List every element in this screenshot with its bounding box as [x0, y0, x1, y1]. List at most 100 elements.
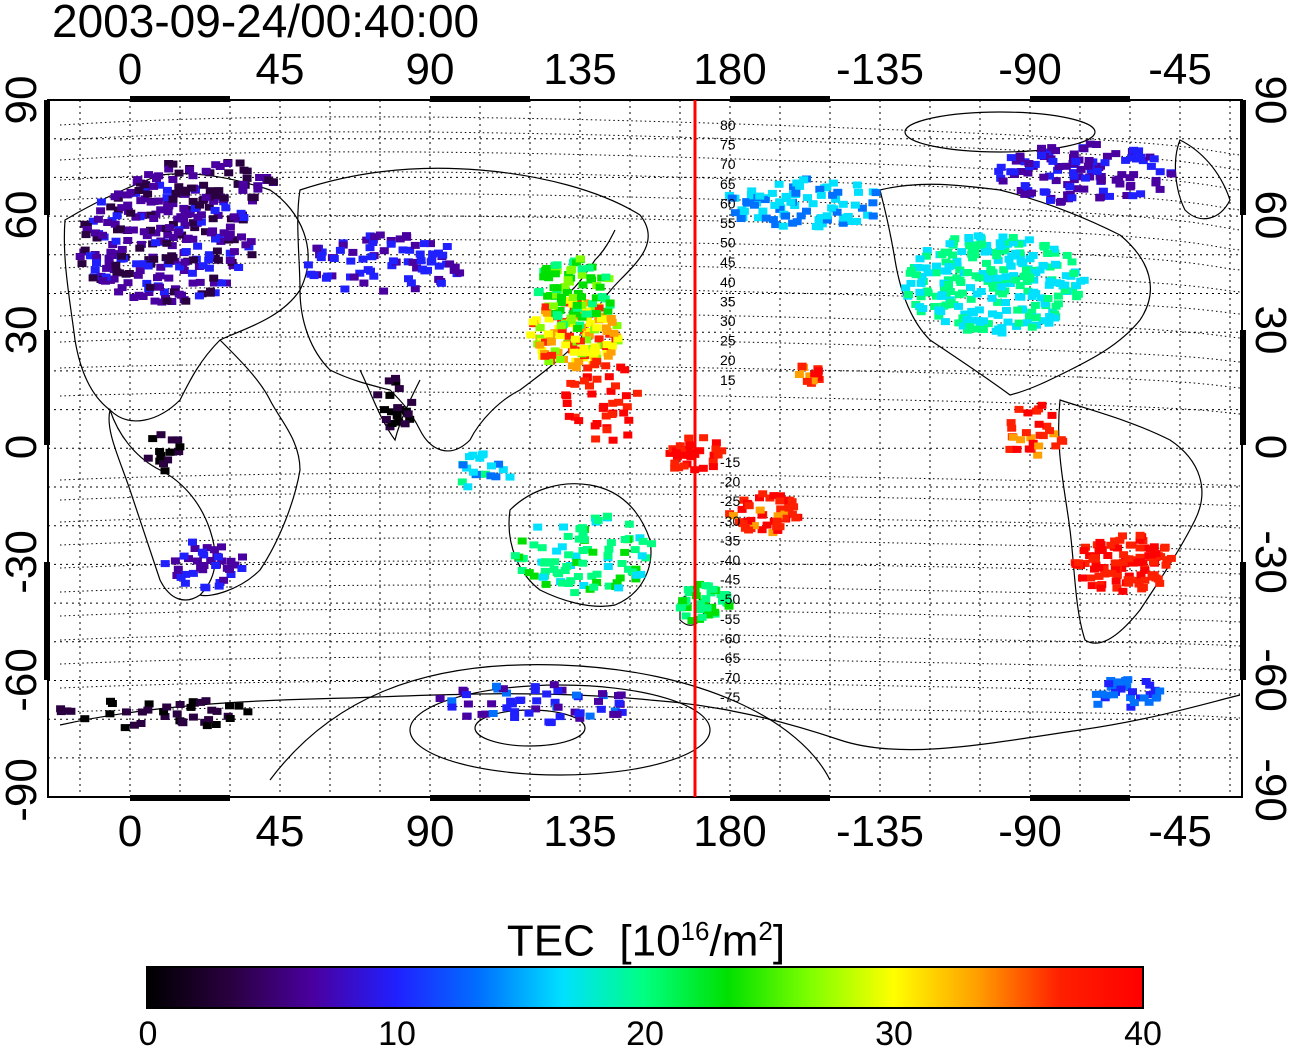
top-lon-label: 0	[118, 45, 142, 94]
tec-point	[358, 255, 368, 263]
tec-point	[1008, 433, 1018, 441]
tec-point	[724, 602, 734, 610]
tec-point	[171, 189, 181, 197]
tec-point	[1155, 579, 1165, 587]
top-lon-label: -135	[836, 45, 924, 94]
tec-point	[403, 410, 413, 418]
tec-point	[743, 517, 753, 525]
tec-point	[135, 267, 145, 275]
tec-point	[791, 514, 801, 522]
tec-point	[615, 574, 625, 582]
tec-point	[162, 186, 172, 194]
tec-point	[162, 297, 172, 305]
tec-point	[468, 451, 478, 459]
tec-point	[1035, 431, 1045, 439]
tec-point	[590, 422, 600, 430]
tec-point	[776, 505, 786, 513]
tec-point	[952, 262, 962, 270]
tec-point	[204, 203, 214, 211]
contour-lines	[59, 116, 1241, 719]
tec-point	[229, 213, 239, 221]
tec-point	[754, 214, 763, 222]
tec-point	[1045, 277, 1055, 285]
tec-point	[106, 203, 116, 211]
tec-point	[1037, 144, 1046, 152]
tec-point	[110, 193, 120, 201]
tec-point	[922, 247, 932, 254]
tec-map: 80 75 70 65 60 55 50 45 40 35 30 25 20 15 -15 -20 -25 -30…	[0, 45, 1292, 856]
tec-point	[940, 318, 950, 326]
tec-point	[784, 504, 794, 512]
tec-point	[739, 207, 749, 215]
tec-point	[808, 377, 818, 385]
tec-point	[98, 231, 107, 239]
tec-point	[106, 248, 116, 256]
tec-point	[134, 187, 144, 194]
tec-point	[188, 172, 198, 180]
tec-point	[1072, 282, 1081, 290]
tec-point	[604, 545, 614, 553]
tec-point	[624, 416, 634, 424]
tec-point	[207, 706, 217, 714]
tec-point	[505, 473, 515, 481]
tec-point	[1043, 250, 1053, 257]
tec-point	[80, 220, 90, 228]
tec-point	[1122, 683, 1132, 691]
tec-point	[761, 214, 771, 222]
tec-point	[1018, 306, 1028, 314]
tec-point	[774, 180, 784, 188]
tec-point	[1006, 262, 1016, 270]
tec-point	[602, 426, 612, 434]
tec-point	[780, 212, 790, 220]
tec-point	[144, 171, 154, 179]
tec-point	[159, 288, 169, 296]
tec-point	[588, 300, 597, 308]
tec-point	[685, 441, 695, 449]
tec-point	[607, 411, 617, 418]
tec-point	[550, 270, 560, 278]
tec-point	[216, 237, 226, 245]
tec-point	[362, 236, 372, 244]
tec-point	[698, 464, 708, 472]
tec-point	[234, 702, 244, 710]
tec-point	[1023, 169, 1033, 177]
tec-point	[632, 389, 642, 397]
tec-point	[945, 288, 955, 295]
tec-point	[162, 703, 172, 711]
tec-point	[540, 352, 550, 360]
tec-point	[117, 284, 127, 292]
tec-point	[1024, 445, 1034, 453]
tec-point	[786, 198, 796, 206]
tec-point	[868, 212, 878, 220]
tec-point	[175, 443, 185, 451]
tec-point	[196, 211, 206, 219]
tec-point	[1067, 258, 1077, 266]
tec-point	[219, 194, 229, 202]
tec-point	[138, 293, 148, 300]
tec-point	[792, 218, 802, 226]
tec-point	[1107, 569, 1117, 577]
tec-point	[682, 604, 692, 612]
tec-point	[1095, 173, 1105, 181]
tec-point	[614, 398, 624, 406]
tec-point	[188, 538, 197, 546]
tec-point	[1014, 240, 1024, 248]
tec-point	[185, 166, 194, 174]
tec-point	[558, 579, 567, 587]
tec-point	[1018, 260, 1028, 268]
tec-point	[559, 523, 568, 531]
tec-point	[188, 197, 198, 205]
tec-point	[104, 254, 114, 262]
tec-point	[671, 447, 681, 455]
tec-point	[623, 431, 633, 439]
tec-point	[1080, 560, 1090, 567]
right-lat-label: -60	[1246, 648, 1292, 712]
tec-point	[603, 552, 613, 560]
tec-point	[85, 252, 95, 260]
tec-point	[1135, 536, 1145, 544]
tec-point	[543, 292, 553, 300]
tec-point	[156, 431, 166, 439]
tec-point	[1037, 401, 1047, 409]
tec-point	[1140, 544, 1150, 552]
contour-label: 25	[720, 333, 736, 349]
